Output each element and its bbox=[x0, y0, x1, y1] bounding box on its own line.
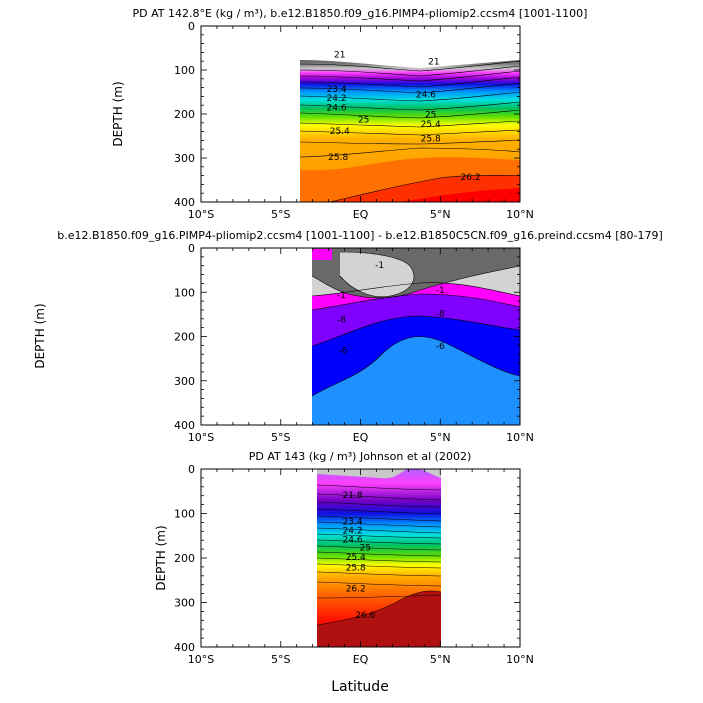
contour-label: 25.8 bbox=[421, 134, 441, 144]
panel-2-contour-labels: -1 -8 -8 -6 -6 -1 -1 bbox=[337, 261, 445, 356]
x-axis-label: Latitude bbox=[331, 679, 389, 695]
contour-label: 25 bbox=[425, 111, 436, 121]
x-tick-label: 10°S bbox=[188, 653, 214, 666]
contour-label: -1 bbox=[436, 286, 445, 296]
y-tick-label: 100 bbox=[174, 508, 195, 521]
contour-label: -1 bbox=[337, 291, 346, 301]
panel-2-title: b.e12.B1850.f09_g16.PIMP4-pliomip2.ccsm4… bbox=[57, 229, 663, 242]
contour-label: 26.2 bbox=[346, 584, 366, 594]
panel-2: b.e12.B1850.f09_g16.PIMP4-pliomip2.ccsm4… bbox=[33, 229, 663, 444]
y-tick-label: 300 bbox=[174, 152, 195, 165]
x-tick-label: 5°S bbox=[271, 653, 290, 666]
contour-label: 21 bbox=[428, 57, 439, 67]
x-tick-label: EQ bbox=[353, 653, 369, 666]
y-tick-label: 400 bbox=[174, 196, 195, 209]
panel-1-top-blank bbox=[300, 26, 520, 68]
contour-label: 25.8 bbox=[328, 153, 348, 163]
contour-label: 24.2 bbox=[343, 527, 363, 537]
panel-3-title: PD AT 143 (kg / m³) Johnson et al (2002) bbox=[249, 450, 472, 463]
contour-label: 25 bbox=[360, 543, 371, 553]
panel-1-band-red bbox=[400, 188, 520, 202]
contour-label: 25 bbox=[358, 115, 369, 125]
x-tick-label: 5°S bbox=[271, 208, 290, 221]
x-tick-label: 5°N bbox=[430, 653, 451, 666]
y-tick-label: 100 bbox=[174, 64, 195, 77]
contour-label: 26.6 bbox=[355, 611, 375, 621]
x-tick-label: 10°N bbox=[506, 653, 534, 666]
panel-2-corner-magenta bbox=[312, 249, 332, 260]
x-tick-label: 5°N bbox=[430, 431, 451, 444]
contour-label: -1 bbox=[375, 261, 384, 271]
panel-2-blank-left bbox=[201, 248, 312, 425]
y-tick-label: 0 bbox=[188, 242, 195, 255]
y-tick-label: 100 bbox=[174, 286, 195, 299]
contour-label: -6 bbox=[338, 346, 347, 356]
y-tick-label: 200 bbox=[174, 108, 195, 121]
contour-label: 21 bbox=[334, 51, 345, 61]
y-tick-label: 300 bbox=[174, 375, 195, 388]
panel-3-contours bbox=[316, 484, 442, 626]
panel-2-ylabel: DEPTH (m) bbox=[33, 303, 47, 368]
contour-label: 24.6 bbox=[416, 91, 436, 101]
x-tick-label: 10°N bbox=[506, 431, 534, 444]
panel-2-contours bbox=[311, 251, 520, 397]
contour-label: 25.4 bbox=[421, 120, 441, 130]
contour-label: 21.8 bbox=[343, 491, 363, 501]
contour-label: 23.4 bbox=[327, 85, 347, 95]
panel-1-x-ticks: 10°S 5°S EQ 5°N 10°N bbox=[188, 26, 534, 221]
panel-1-contour-labels: 23.424.224.62525.425.824.62525.425.826.2… bbox=[327, 51, 481, 183]
panel-3-x-ticks: 10°S 5°S EQ 5°N 10°N bbox=[188, 469, 534, 666]
contour-label: 24.6 bbox=[343, 535, 363, 545]
panel-2-field bbox=[201, 248, 520, 425]
x-tick-label: 10°S bbox=[188, 431, 214, 444]
x-tick-label: 5°S bbox=[271, 431, 290, 444]
contour-label: 25.4 bbox=[330, 127, 350, 137]
panel-3-top-gray bbox=[317, 469, 441, 479]
panel-1-title: PD AT 142.8°E (kg / m³), b.e12.B1850.f09… bbox=[133, 7, 588, 20]
contour-label: 25.4 bbox=[346, 553, 366, 563]
panel-1-ylabel: DEPTH (m) bbox=[111, 81, 125, 146]
panel-3-y-ticks: 0 100 200 300 400 bbox=[174, 463, 520, 654]
panel-2-y-ticks: 0 100 200 300 400 bbox=[174, 242, 520, 432]
contour-label: 23.4 bbox=[343, 518, 363, 528]
y-tick-label: 200 bbox=[174, 552, 195, 565]
y-tick-label: 200 bbox=[174, 331, 195, 344]
panel-3: PD AT 143 (kg / m³) Johnson et al (2002)… bbox=[154, 450, 534, 666]
panel-3-field bbox=[316, 469, 442, 647]
panel-1-field bbox=[299, 26, 520, 202]
x-tick-label: 10°N bbox=[506, 208, 534, 221]
panel-1-contours bbox=[299, 60, 520, 202]
x-tick-label: EQ bbox=[353, 208, 369, 221]
panel-2-x-ticks: 10°S 5°S EQ 5°N 10°N bbox=[188, 248, 534, 444]
y-tick-label: 0 bbox=[188, 463, 195, 476]
contour-label: 25.8 bbox=[346, 563, 366, 573]
y-tick-label: 400 bbox=[174, 419, 195, 432]
panel-1: PD AT 142.8°E (kg / m³), b.e12.B1850.f09… bbox=[111, 7, 587, 221]
contour-label: -8 bbox=[337, 315, 346, 325]
contour-label: 24.6 bbox=[327, 103, 347, 113]
x-tick-label: 5°N bbox=[430, 208, 451, 221]
y-tick-label: 400 bbox=[174, 641, 195, 654]
panel-3-ylabel: DEPTH (m) bbox=[154, 525, 168, 590]
y-tick-label: 0 bbox=[188, 20, 195, 33]
panel-1-y-ticks: 0 100 200 300 400 bbox=[174, 20, 520, 209]
contour-label: 26.2 bbox=[461, 173, 481, 183]
contour-label: -6 bbox=[436, 342, 445, 352]
contour-label: -8 bbox=[436, 310, 445, 320]
x-tick-label: 10°S bbox=[188, 208, 214, 221]
y-tick-label: 300 bbox=[174, 597, 195, 610]
x-tick-label: EQ bbox=[353, 431, 369, 444]
contour-label: 24.2 bbox=[327, 94, 347, 104]
panel-3-band-dark bbox=[317, 590, 441, 647]
